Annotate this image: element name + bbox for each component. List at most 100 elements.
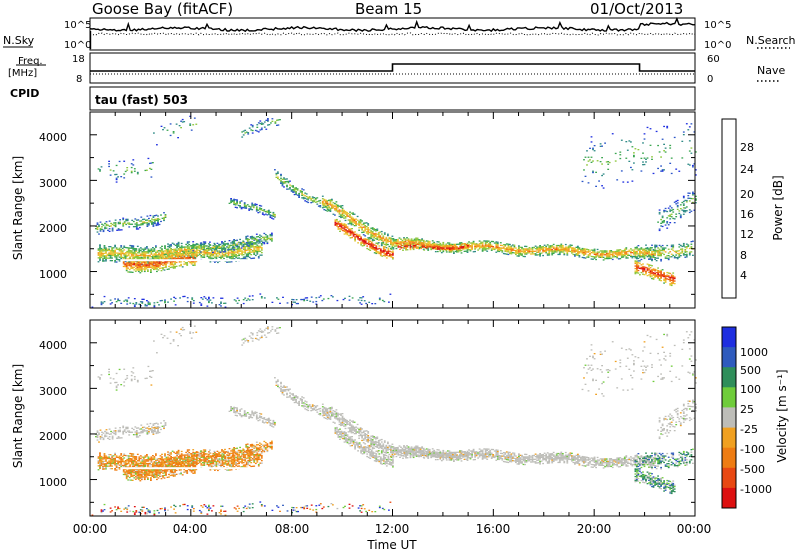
power-cell — [114, 251, 116, 252]
power-cell — [392, 246, 394, 247]
power-cell — [386, 253, 388, 254]
power-cell — [381, 245, 383, 246]
power-cell — [380, 249, 382, 250]
power-cell — [361, 227, 363, 228]
power-cell — [393, 247, 395, 248]
power-cell — [108, 163, 110, 164]
power-cell — [114, 250, 116, 251]
power-cell — [261, 243, 263, 244]
power-cell — [387, 234, 389, 235]
power-cell — [385, 239, 387, 240]
power-cell — [689, 193, 691, 194]
velocity-cell — [119, 458, 121, 459]
power-cell — [647, 247, 649, 248]
power-cell — [568, 249, 570, 250]
power-cell — [470, 242, 472, 243]
power-cell — [170, 298, 172, 299]
velocity-cell — [114, 459, 116, 460]
power-cell — [524, 256, 526, 257]
power-cell — [264, 121, 266, 122]
power-cell — [388, 249, 390, 250]
power-cell — [349, 214, 351, 215]
power-cell — [253, 247, 255, 248]
power-cell — [674, 218, 676, 219]
power-cell — [609, 255, 611, 256]
power-cell — [539, 255, 541, 256]
power-cell — [518, 247, 520, 248]
power-cell — [163, 220, 165, 221]
power-cell — [547, 244, 549, 245]
power-cell — [442, 242, 444, 243]
freq-trace — [90, 64, 695, 71]
power-cell — [351, 228, 353, 229]
power-cell — [371, 303, 373, 304]
power-cell — [625, 141, 627, 142]
power-cell — [644, 269, 646, 270]
power-cell — [261, 128, 263, 129]
power-cell — [592, 149, 594, 150]
velocity-cell — [98, 469, 100, 470]
velocity-cell — [181, 453, 183, 454]
power-cell — [148, 158, 150, 159]
power-cell — [691, 251, 693, 252]
velocity-cell — [107, 457, 109, 458]
power-cell — [607, 169, 609, 170]
power-cell — [386, 251, 388, 252]
power-cell — [116, 181, 118, 182]
power-cell — [653, 268, 655, 269]
power-cell — [165, 265, 167, 266]
power-cell — [237, 298, 239, 299]
power-cell — [167, 243, 169, 244]
power-cell — [224, 251, 226, 252]
power-cell — [603, 257, 605, 258]
velocity-cell — [99, 466, 101, 467]
power-cell — [229, 252, 231, 253]
power-cell — [388, 302, 390, 303]
power-cell — [497, 244, 499, 245]
power-cell — [193, 300, 195, 301]
power-cell — [633, 249, 635, 250]
velocity-cell — [155, 462, 157, 463]
power-cell — [229, 240, 231, 241]
power-cell — [470, 246, 472, 247]
power-cell — [689, 248, 691, 249]
velocity-cell — [155, 461, 157, 462]
power-cell — [168, 256, 170, 257]
power-cell — [279, 119, 281, 120]
power-cell — [642, 153, 644, 154]
power-cell — [325, 200, 327, 201]
power-cell — [298, 196, 300, 197]
power-cell — [165, 217, 167, 218]
power-cell — [361, 228, 363, 229]
power-cell — [327, 202, 329, 203]
power-cell — [265, 240, 267, 241]
power-cell — [219, 250, 221, 251]
freq-right-tick-top: 60 — [707, 54, 720, 65]
power-cell — [651, 265, 653, 266]
power-cell — [362, 240, 364, 241]
power-cell — [195, 256, 197, 257]
power-cell — [566, 253, 568, 254]
power-cell — [683, 134, 685, 135]
power-cell — [126, 301, 128, 302]
power-cell — [283, 186, 285, 187]
power-cell — [170, 244, 172, 245]
velocity-cell — [99, 454, 101, 455]
power-cell — [373, 228, 375, 229]
power-cell — [529, 250, 531, 251]
power-cell — [256, 206, 258, 207]
velocity-cell — [107, 466, 109, 467]
power-cell — [131, 172, 133, 173]
power-cell — [474, 248, 476, 249]
power-cell — [241, 244, 243, 245]
power-cell — [321, 300, 323, 301]
power-cell — [678, 213, 680, 214]
power-cell — [245, 208, 247, 209]
velocity-cell — [114, 468, 116, 469]
power-cell — [200, 297, 202, 298]
power-cell — [588, 249, 590, 250]
power-cell — [192, 246, 194, 247]
power-cell — [641, 268, 643, 269]
velocity-cell — [132, 453, 134, 454]
power-cell — [131, 245, 133, 246]
